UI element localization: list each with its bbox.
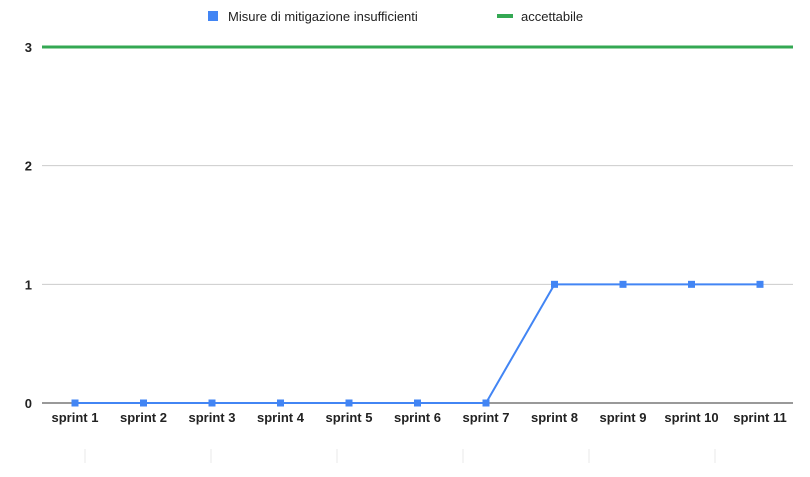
data-point-misure[interactable] bbox=[619, 280, 627, 288]
data-point-misure[interactable] bbox=[551, 280, 558, 288]
data-point-misure[interactable] bbox=[482, 399, 490, 407]
x-tick-label: sprint 4 bbox=[257, 410, 305, 425]
data-point-misure[interactable] bbox=[414, 399, 421, 407]
series-layer bbox=[42, 45, 793, 407]
legend-label-misure: Misure di mitigazione insufficienti bbox=[228, 9, 418, 24]
y-tick-label: 3 bbox=[25, 40, 32, 55]
gridlines bbox=[42, 46, 793, 404]
x-tick-label: sprint 9 bbox=[600, 410, 647, 425]
x-tick-label: sprint 3 bbox=[189, 410, 236, 425]
data-point-misure[interactable] bbox=[277, 399, 284, 407]
data-point-misure[interactable] bbox=[688, 280, 695, 288]
x-tick-label: sprint 6 bbox=[394, 410, 441, 425]
x-tick-label: sprint 10 bbox=[664, 410, 718, 425]
legend-swatch-misure bbox=[208, 11, 218, 21]
legend-swatch-accettabile bbox=[497, 14, 513, 18]
data-point-misure[interactable] bbox=[71, 399, 79, 407]
y-tick-label: 0 bbox=[25, 396, 32, 411]
x-tick-label: sprint 8 bbox=[531, 410, 578, 425]
x-tick-label: sprint 1 bbox=[52, 410, 99, 425]
x-tick-label: sprint 11 bbox=[733, 410, 786, 425]
x-axis-ticks: sprint 1 sprint 2 sprint 3 sprint 4 sprint 5… bbox=[52, 410, 787, 425]
data-point-misure[interactable] bbox=[345, 399, 353, 407]
data-point-misure[interactable] bbox=[208, 399, 216, 407]
y-axis-ticks: 0 1 2 3 bbox=[25, 40, 32, 411]
y-tick-label: 1 bbox=[25, 277, 32, 292]
x-tick-label: sprint 2 bbox=[120, 410, 167, 425]
legend-label-accettabile: accettabile bbox=[521, 9, 583, 24]
legend-item-misure[interactable]: Misure di mitigazione insufficienti bbox=[208, 9, 418, 24]
bottom-minor-ticks bbox=[84, 449, 716, 463]
x-tick-label: sprint 7 bbox=[463, 410, 510, 425]
data-point-misure[interactable] bbox=[756, 280, 764, 288]
legend: Misure di mitigazione insufficienti acce… bbox=[208, 9, 583, 24]
data-point-misure[interactable] bbox=[140, 399, 147, 407]
y-tick-label: 2 bbox=[25, 159, 32, 174]
series-line-misure bbox=[75, 283, 760, 404]
x-tick-label: sprint 5 bbox=[326, 410, 373, 425]
legend-item-accettabile[interactable]: accettabile bbox=[497, 9, 583, 24]
